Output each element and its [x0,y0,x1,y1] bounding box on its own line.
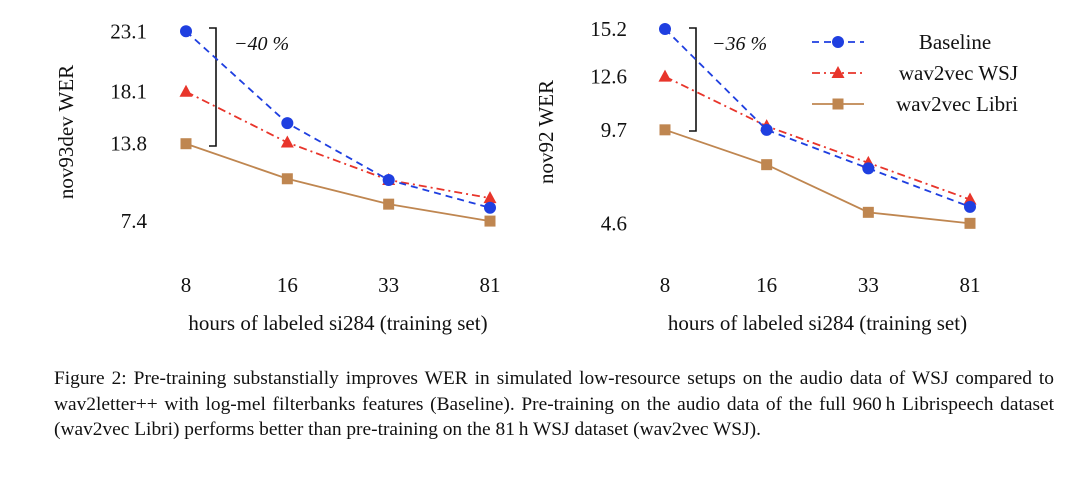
chart-panel-2: 15.2 12.6 9.7 4.6 8 16 33 81 hours of labeled si… [534,17,1018,335]
legend-entry: wav2vec WSJ [899,61,1018,85]
series-line-baseline [185,30,491,209]
data-point-square [862,206,874,218]
data-point-square [281,173,293,185]
data-point-triangle [483,191,497,204]
reduction-bracket [689,27,697,132]
data-point-circle [484,201,496,214]
y-axis-label: nov93dev WER [54,65,78,199]
legend-marker-triangle [831,66,845,78]
figure-caption: Figure 2: Pre-training substanstially im… [54,366,1054,443]
y-tick-label: 18.1 [110,80,147,104]
x-axis-label: hours of labeled si284 (training set) [188,311,487,335]
y-axis-label: nov92 WER [534,80,558,184]
y-tick-label: 12.6 [590,65,627,89]
data-point-circle [862,162,875,175]
series-line-wav2vec-wsj [185,90,491,199]
y-tick-label: 15.2 [590,17,627,41]
reduction-bracket [209,27,217,147]
series-line-wav2vec-libri [185,142,491,222]
y-tick-label: 4.6 [601,211,627,235]
x-tick-label: 33 [378,273,399,297]
legend-marker-square [832,98,844,110]
data-point-circle [281,117,294,130]
series-line-baseline [664,28,971,208]
y-tick-label: 7.4 [121,209,148,233]
data-point-triangle [658,69,672,82]
legend-marker-circle [832,36,844,48]
data-point-square [484,215,496,227]
legend: Baseline wav2vec WSJ wav2vec Libri [812,30,1018,116]
data-point-circle [659,23,671,35]
figure: 23.1 18.1 13.8 7.4 8 16 33 81 hours of labeled s… [54,17,1018,335]
series-line-wav2vec-libri [664,128,971,225]
x-tick-label: 8 [181,273,192,297]
legend-entry: wav2vec Libri [896,92,1018,116]
x-tick-label: 33 [858,273,879,297]
y-tick-label: 23.1 [110,19,147,43]
y-tick-label: 9.7 [601,118,627,142]
data-point-triangle [963,192,977,205]
data-point-circle [180,25,192,38]
data-point-triangle [280,135,294,148]
x-tick-label: 16 [756,273,777,297]
data-point-circle [382,173,395,186]
x-axis-label: hours of labeled si284 (training set) [668,311,967,335]
x-tick-label: 81 [960,273,981,297]
caption-text: Figure 2: Pre-training substanstially im… [54,368,1054,441]
data-point-square [659,124,671,136]
reduction-annotation: −40 % [234,33,289,55]
legend-entry: Baseline [919,30,991,54]
data-point-circle [964,200,976,213]
data-point-square [964,217,976,229]
series-line-wav2vec-wsj [664,75,971,201]
data-point-square [761,159,773,171]
y-tick-label: 13.8 [110,132,147,156]
x-tick-label: 8 [660,273,671,297]
data-point-circle [760,123,773,136]
x-tick-label: 16 [277,273,298,297]
chart-panel-1: 23.1 18.1 13.8 7.4 8 16 33 81 hours of labeled s… [54,19,501,335]
data-point-triangle [179,84,193,97]
reduction-annotation: −36 % [712,33,767,55]
data-point-square [180,138,192,150]
x-tick-label: 81 [480,273,501,297]
data-point-square [383,198,395,210]
